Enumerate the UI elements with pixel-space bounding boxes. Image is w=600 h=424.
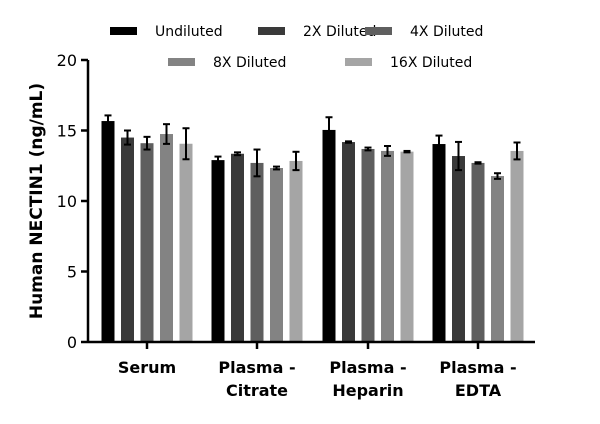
y-tick-label: 5	[67, 263, 77, 282]
bar	[491, 176, 504, 342]
legend-swatch	[110, 27, 137, 35]
bar	[289, 160, 303, 342]
bar	[471, 162, 485, 342]
x-tick-label: Serum	[118, 358, 176, 377]
legend-swatch	[365, 27, 392, 35]
x-tick-label: EDTA	[455, 381, 502, 400]
x-tick-label: Citrate	[226, 381, 288, 400]
legend-label: 4X Diluted	[410, 24, 483, 40]
legend: Undiluted 2X Diluted 4X Diluted 8X Diluted 1…	[110, 24, 483, 71]
bar	[140, 143, 154, 342]
bar	[342, 142, 355, 342]
y-tick-label: 10	[57, 192, 77, 211]
bar	[211, 160, 225, 342]
x-tick-label: Plasma -	[439, 358, 516, 377]
x-tick-label: Plasma -	[218, 358, 295, 377]
legend-swatch	[258, 27, 285, 35]
bar	[510, 150, 524, 342]
y-tick-label: 15	[57, 122, 77, 141]
bar	[432, 144, 446, 342]
bar	[381, 150, 394, 342]
y-tick-label: 0	[67, 333, 77, 352]
x-tick-label: Heparin	[332, 381, 403, 400]
bar	[400, 151, 414, 342]
legend-label: 2X Diluted	[303, 24, 376, 40]
legend-label: 16X Diluted	[390, 55, 472, 71]
legend-label: Undiluted	[155, 24, 223, 40]
axes: 0 5 10 15 20 Serum Plasma - Citrate Plasma - Hepa…	[57, 51, 535, 400]
bar	[361, 148, 375, 342]
legend-label: 8X Diluted	[213, 55, 286, 71]
bar	[322, 129, 336, 342]
bar	[270, 168, 283, 342]
x-tick-label: Plasma -	[329, 358, 406, 377]
legend-swatch	[345, 58, 372, 66]
bar	[179, 143, 193, 342]
bar	[101, 121, 115, 342]
bar	[231, 153, 244, 342]
bar	[160, 134, 173, 342]
y-axis-label: Human NECTIN1 (ng/mL)	[27, 83, 47, 319]
legend-swatch	[168, 58, 195, 66]
bar	[250, 162, 264, 342]
bars	[101, 114, 524, 342]
bar	[452, 156, 465, 342]
bar	[121, 137, 134, 342]
y-tick-label: 20	[57, 51, 77, 70]
